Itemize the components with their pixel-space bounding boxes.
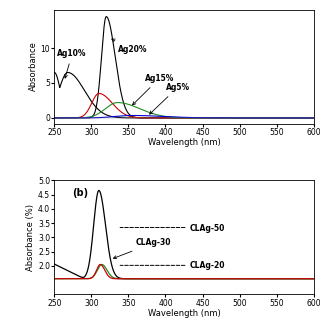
Text: CLAg-30: CLAg-30 <box>113 238 172 259</box>
Y-axis label: Absorbance: Absorbance <box>29 42 38 92</box>
Text: CLAg-20: CLAg-20 <box>189 261 225 270</box>
Text: (b): (b) <box>73 188 89 198</box>
Text: Ag5%: Ag5% <box>150 83 190 114</box>
Text: Ag15%: Ag15% <box>132 74 174 105</box>
Text: Ag10%: Ag10% <box>57 49 87 78</box>
X-axis label: Wavelength (nm): Wavelength (nm) <box>148 309 220 318</box>
Y-axis label: Absorbance (%): Absorbance (%) <box>26 204 35 271</box>
Text: CLAg-50: CLAg-50 <box>189 224 225 233</box>
Text: Ag20%: Ag20% <box>112 39 148 53</box>
X-axis label: Wavelength (nm): Wavelength (nm) <box>148 138 220 147</box>
